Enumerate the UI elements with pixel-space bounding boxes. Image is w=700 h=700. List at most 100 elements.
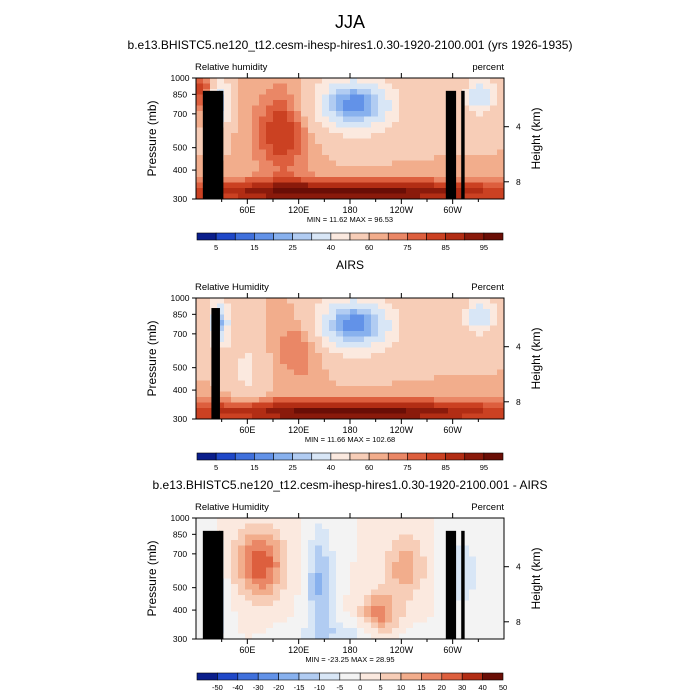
field-cell	[413, 111, 421, 117]
x-tick-label: 180	[342, 205, 357, 215]
field-cell	[455, 518, 463, 524]
colorbar-swatch	[368, 452, 389, 461]
field-cell	[322, 116, 330, 123]
field-cell	[259, 408, 267, 414]
field-cell	[280, 89, 288, 95]
field-cell	[385, 556, 393, 563]
field-cell	[273, 556, 281, 563]
field-cell	[301, 122, 309, 128]
field-cell	[497, 160, 505, 167]
field-cell	[378, 595, 386, 601]
x-tick-label: 60W	[443, 425, 462, 435]
field-cell	[301, 386, 309, 392]
field-cell	[259, 518, 267, 524]
field-cell	[385, 298, 393, 304]
field-cell	[476, 182, 484, 189]
field-cell	[336, 177, 344, 183]
field-cell	[497, 193, 505, 200]
field-cell	[357, 397, 365, 403]
field-cell	[497, 171, 505, 178]
field-cell	[441, 402, 449, 409]
field-cell	[322, 551, 330, 557]
field-cell	[378, 342, 386, 348]
field-cell	[441, 518, 449, 524]
field-cell	[427, 413, 435, 420]
field-cell	[406, 386, 414, 392]
field-cell	[476, 133, 484, 139]
field-cell	[315, 83, 323, 90]
field-cell	[392, 408, 400, 414]
y-tick-label: 1000	[171, 293, 190, 303]
field-cell	[287, 578, 295, 585]
field-cell	[266, 193, 274, 200]
field-cell	[343, 358, 351, 365]
field-cell	[406, 298, 414, 304]
field-cell	[399, 144, 407, 150]
field-cell	[245, 562, 253, 568]
field-cell	[420, 303, 428, 310]
field-cell	[413, 611, 421, 618]
field-cell	[441, 303, 449, 310]
y-right-tick-label: 4	[516, 122, 521, 132]
field-cell	[399, 562, 407, 568]
field-cell	[343, 523, 351, 530]
topography-block	[219, 90, 224, 199]
field-cell	[413, 127, 421, 134]
colorbar-swatch	[461, 672, 483, 681]
field-cell	[371, 578, 379, 585]
field-cell	[378, 518, 386, 524]
field-cell	[371, 611, 379, 618]
field-cell	[497, 364, 505, 370]
field-cell	[196, 314, 204, 321]
field-cell	[413, 358, 421, 365]
field-cell	[357, 303, 365, 310]
field-cell	[245, 567, 253, 574]
field-cell	[224, 320, 232, 326]
field-cell	[399, 347, 407, 354]
field-cell	[203, 298, 211, 304]
field-cell	[448, 309, 456, 315]
field-cell	[413, 397, 421, 403]
field-cell	[273, 83, 281, 90]
field-cell	[483, 551, 491, 557]
field-cell	[245, 369, 253, 376]
field-cell	[266, 540, 274, 546]
field-cell	[427, 518, 435, 524]
field-cell	[455, 331, 463, 337]
field-cell	[280, 540, 288, 546]
field-cell	[266, 606, 274, 612]
field-cell	[420, 397, 428, 403]
y-tick-label: 700	[173, 549, 187, 559]
field-cell	[301, 116, 309, 123]
field-cell	[301, 595, 309, 601]
field-cell	[399, 369, 407, 376]
field-cell	[392, 78, 400, 84]
field-cell	[490, 331, 498, 337]
field-cell	[371, 606, 379, 612]
field-cell	[455, 353, 463, 359]
field-cell	[441, 94, 449, 101]
field-cell	[434, 309, 442, 315]
field-cell	[413, 331, 421, 337]
field-cell	[378, 545, 386, 552]
field-cell	[350, 325, 358, 332]
field-cell	[231, 617, 239, 623]
field-cell	[196, 188, 204, 194]
field-cell	[357, 149, 365, 156]
field-cell	[301, 188, 309, 194]
field-cell	[483, 336, 491, 343]
field-cell	[420, 622, 428, 629]
field-cell	[196, 413, 204, 420]
field-cell	[357, 188, 365, 194]
field-cell	[287, 177, 295, 183]
field-cell	[448, 369, 456, 376]
field-cell	[329, 534, 337, 541]
field-cell	[434, 138, 442, 145]
field-cell	[420, 182, 428, 189]
field-cell	[238, 78, 246, 84]
field-cell	[399, 606, 407, 612]
field-cell	[455, 144, 463, 150]
field-cell	[455, 138, 463, 145]
field-cell	[301, 89, 309, 95]
field-cell	[420, 617, 428, 623]
